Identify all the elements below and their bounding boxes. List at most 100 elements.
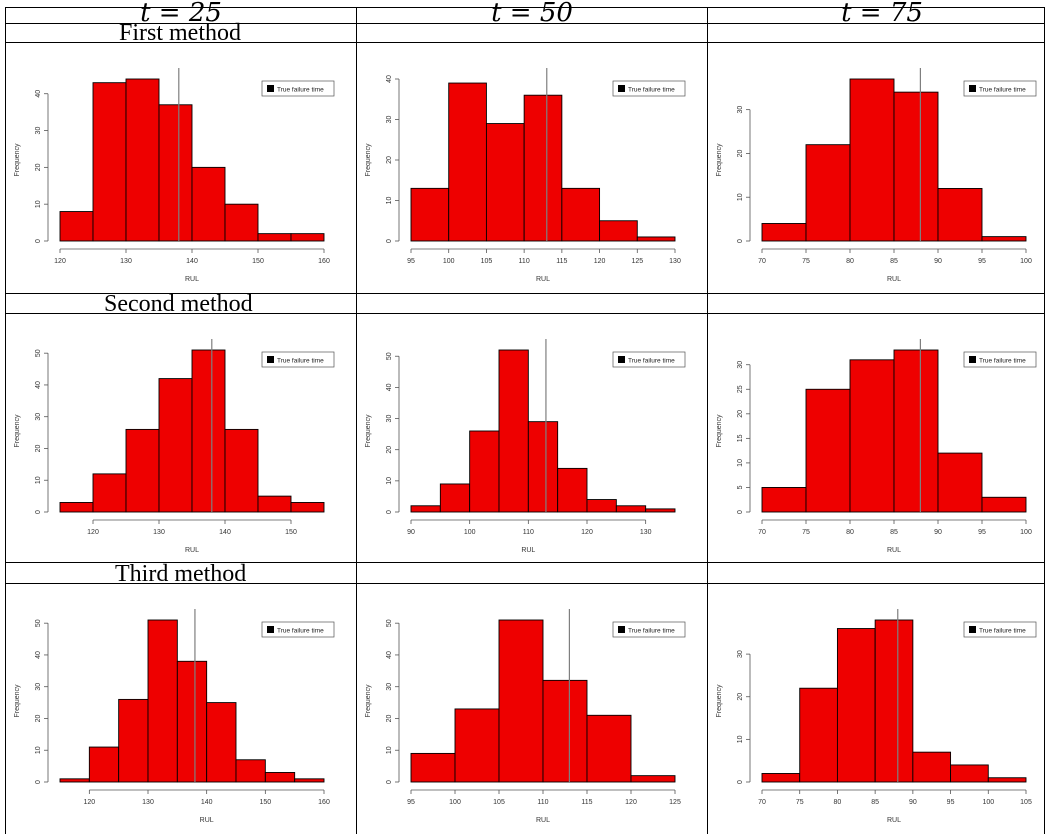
x-tick-label-130: 130 (669, 258, 681, 265)
x-axis-label: RUL (521, 547, 535, 554)
legend-label: True failure time (277, 628, 324, 635)
histogram-chart-3-1: 120 130 140 150 160 RUL 0 10 20 30 40 50 Frequency Tr… (14, 609, 335, 824)
histogram-bar-125 (125, 428, 160, 513)
x-tick-label-160: 160 (318, 799, 330, 806)
rule-row2-label (5, 313, 1045, 314)
x-tick-label-75: 75 (802, 258, 810, 265)
x-tick-label-75: 75 (796, 799, 804, 806)
x-axis-label: RUL (536, 276, 550, 283)
y-axis-label: Frequency (365, 143, 372, 177)
row-header-first-method: First method (119, 20, 242, 46)
x-tick-label-125: 125 (669, 799, 681, 806)
histogram-bar-135 (191, 349, 226, 513)
y-tick-label-40: 40 (386, 75, 393, 83)
x-axis-label: RUL (536, 817, 550, 824)
y-axis-label: Frequency (365, 414, 372, 448)
x-axis-label: RUL (200, 817, 214, 824)
histogram-bar-155 (290, 233, 325, 242)
y-tick-label-20: 20 (737, 410, 744, 418)
y-tick-label-40: 40 (35, 381, 42, 389)
y-tick-label-10: 10 (737, 193, 744, 201)
y-tick-label-30: 30 (386, 415, 393, 423)
histogram-bar-145 (235, 759, 266, 783)
histogram-bar-125 (118, 698, 149, 783)
legend-box (612, 80, 686, 97)
histogram-bar-85 (893, 91, 939, 242)
legend-label: True failure time (979, 628, 1026, 635)
histogram-bar-70 (761, 773, 801, 783)
x-tick-label-110: 110 (519, 258, 530, 265)
histogram-bar-150 (257, 233, 292, 242)
histogram-chart-1-1: 120 130 140 150 160 RUL 0 10 20 30 40 Frequency True… (14, 68, 335, 283)
y-tick-label-0: 0 (386, 239, 393, 243)
x-tick-label-120: 120 (83, 799, 95, 806)
histogram-bar-90 (410, 505, 441, 513)
x-tick-label-100: 100 (464, 529, 476, 536)
y-tick-label-0: 0 (737, 510, 744, 514)
legend-box (261, 80, 335, 97)
legend-box (963, 621, 1037, 638)
y-tick-label-20: 20 (737, 149, 744, 157)
histogram-bar-95 (410, 752, 456, 783)
x-tick-label-90: 90 (934, 258, 942, 265)
x-tick-label-100: 100 (982, 799, 994, 806)
y-tick-label-0: 0 (386, 780, 393, 784)
y-tick-label-40: 40 (386, 651, 393, 659)
y-tick-label-10: 10 (737, 735, 744, 743)
x-tick-label-85: 85 (890, 258, 898, 265)
y-tick-label-5: 5 (737, 485, 744, 489)
histogram-bar-100 (987, 777, 1027, 783)
x-tick-label-100: 100 (1020, 258, 1032, 265)
column-header-t25: t = 25 (140, 0, 222, 28)
histogram-bar-105 (498, 349, 529, 513)
y-tick-label-50: 50 (386, 619, 393, 627)
histogram-bar-110 (527, 421, 559, 513)
y-tick-label-10: 10 (386, 746, 393, 754)
histogram-bar-80 (836, 628, 876, 783)
x-tick-label-130: 130 (142, 799, 154, 806)
x-tick-label-80: 80 (834, 799, 842, 806)
x-tick-label-140: 140 (201, 799, 213, 806)
x-tick-label-95: 95 (978, 258, 986, 265)
rule-col1 (356, 7, 357, 834)
x-tick-label-120: 120 (87, 529, 99, 536)
y-tick-label-20: 20 (386, 446, 393, 454)
rule-right (1044, 7, 1045, 834)
x-tick-label-85: 85 (890, 529, 898, 536)
legend: True failure time (963, 80, 1037, 97)
histogram-bar-140 (206, 702, 237, 783)
x-tick-label-95: 95 (978, 529, 986, 536)
y-tick-label-30: 30 (35, 127, 42, 135)
x-tick-label-140: 140 (186, 258, 198, 265)
y-tick-label-30: 30 (737, 361, 744, 369)
y-tick-label-40: 40 (386, 383, 393, 391)
histogram-bar-110 (523, 94, 563, 242)
histogram-bar-100 (448, 82, 487, 242)
legend: True failure time (612, 80, 686, 97)
legend: True failure time (612, 351, 686, 368)
legend: True failure time (963, 351, 1037, 368)
histogram-bar-145 (257, 495, 292, 513)
histogram-bar-105 (485, 123, 525, 242)
y-tick-label-30: 30 (386, 683, 393, 691)
legend-swatch (618, 356, 625, 363)
legend-label: True failure time (979, 87, 1026, 94)
histogram-bar-95 (410, 187, 450, 242)
legend: True failure time (261, 80, 335, 97)
y-tick-label-30: 30 (737, 650, 744, 658)
y-tick-label-20: 20 (35, 714, 42, 722)
x-tick-label-90: 90 (407, 529, 415, 536)
x-tick-label-100: 100 (449, 799, 461, 806)
x-tick-label-85: 85 (871, 799, 879, 806)
y-tick-label-20: 20 (737, 693, 744, 701)
y-axis-label: Frequency (365, 684, 372, 718)
legend-label: True failure time (277, 358, 324, 365)
y-axis-label: Frequency (14, 684, 21, 718)
y-tick-label-50: 50 (35, 349, 42, 357)
histogram-chart-3-2: 95 100 105 110 115 120 125 RUL 0 10 20 30 40 50 Freque… (365, 609, 686, 824)
histogram-bar-150 (264, 772, 296, 783)
histogram-bar-75 (805, 388, 851, 513)
y-tick-label-10: 10 (35, 476, 42, 484)
histogram-chart-1-2: 95 100 105 110 115 120 125 130 RUL 0 10 20 30 40 Frequ… (365, 68, 686, 283)
x-tick-label-120: 120 (54, 258, 66, 265)
